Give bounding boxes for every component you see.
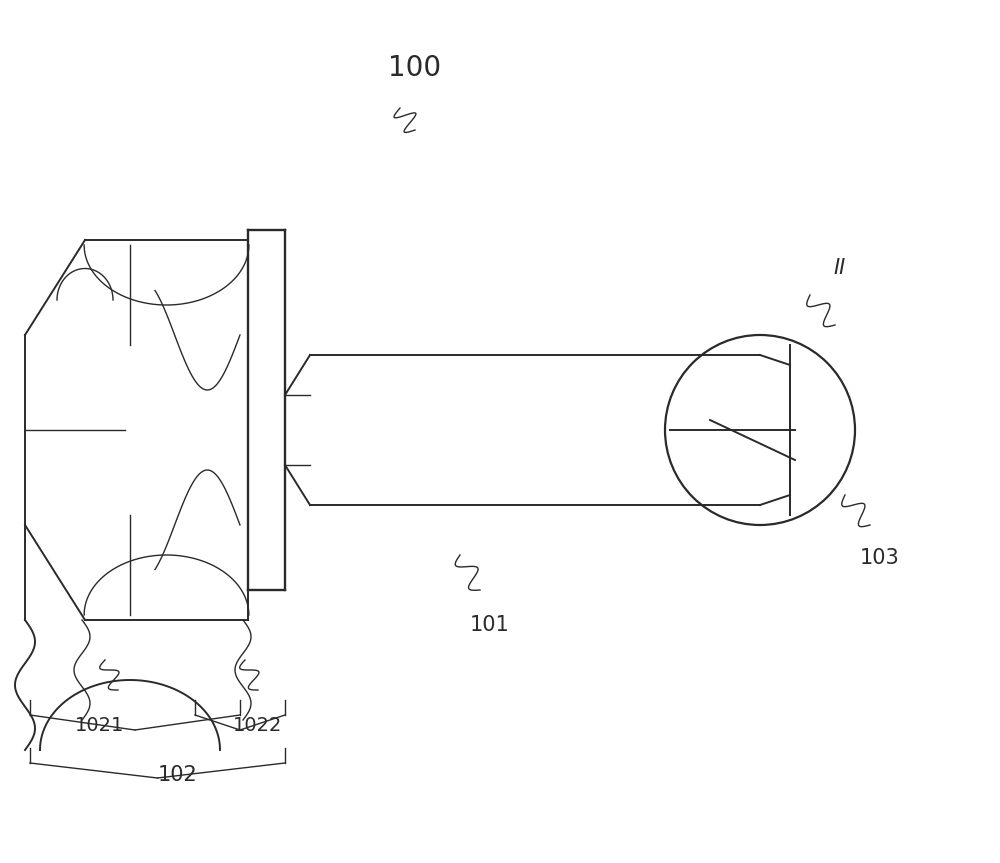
Text: 100: 100 — [388, 54, 442, 82]
Text: 1021: 1021 — [75, 715, 125, 734]
Text: 101: 101 — [470, 615, 510, 635]
Text: II: II — [834, 258, 846, 278]
Text: 1022: 1022 — [233, 715, 283, 734]
Text: 103: 103 — [860, 548, 900, 568]
Text: 102: 102 — [158, 765, 198, 785]
